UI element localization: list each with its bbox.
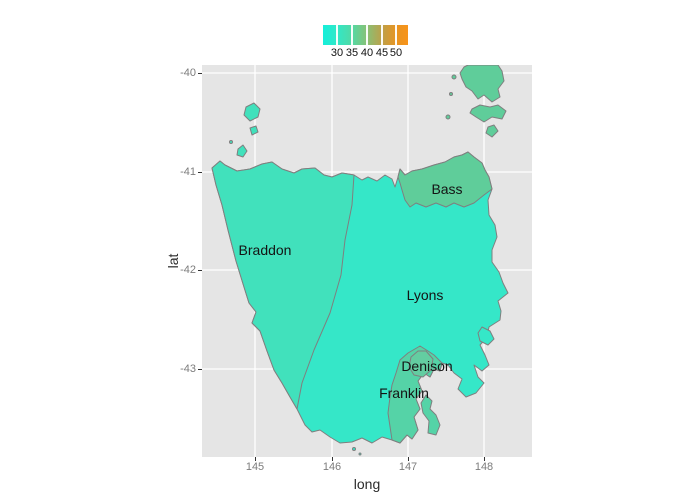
island-hunter-small — [236, 144, 248, 158]
region-braddon — [211, 160, 355, 410]
islet — [445, 114, 451, 120]
y-axis-title: lat — [165, 253, 181, 269]
y-tick-label: -40 — [180, 67, 196, 79]
label-bass: Bass — [431, 181, 462, 197]
x-tick-mark — [332, 457, 333, 461]
y-tick-label: -43 — [180, 363, 196, 375]
y-tick-mark — [198, 73, 202, 74]
y-tick-label: -41 — [180, 166, 196, 178]
x-tick-label: 145 — [245, 461, 265, 473]
x-tick-mark — [408, 457, 409, 461]
x-tick-label: 148 — [474, 461, 494, 473]
label-denison: Denison — [401, 358, 452, 374]
island-maria — [477, 326, 495, 346]
island-bruny — [420, 394, 441, 436]
y-tick-label: -42 — [180, 264, 196, 276]
legend-tick-mark — [381, 25, 383, 45]
legend-tick-mark — [366, 25, 368, 45]
island-clarke — [485, 124, 499, 138]
island-hunter-tiny — [249, 125, 259, 136]
region-bass — [397, 151, 493, 208]
region-denison — [408, 350, 434, 378]
island-flinders — [459, 65, 505, 103]
x-tick-mark — [255, 457, 256, 461]
islet — [451, 74, 457, 80]
legend-tick-mark — [351, 25, 353, 45]
x-axis-title: long — [353, 476, 381, 492]
legend-tick-label: 50 — [389, 47, 403, 59]
y-tick-mark — [198, 172, 202, 173]
legend-gradient-bar — [323, 25, 408, 45]
y-tick-mark — [198, 369, 202, 370]
islet — [449, 92, 453, 96]
islet — [358, 452, 362, 456]
x-tick-label: 147 — [398, 461, 418, 473]
legend-tick-label: 35 — [345, 47, 359, 59]
legend-tick-mark — [395, 25, 397, 45]
map-panel: Bass Braddon Lyons Denison Franklin — [202, 65, 532, 457]
legend-tick-label: 45 — [375, 47, 389, 59]
legend-tick-label: 30 — [330, 47, 344, 59]
legend-tick-label: 40 — [360, 47, 374, 59]
label-franklin: Franklin — [379, 385, 429, 401]
islet — [352, 447, 356, 451]
x-tick-label: 146 — [322, 461, 342, 473]
label-braddon: Braddon — [239, 242, 292, 258]
legend-tick-mark — [336, 25, 338, 45]
x-tick-mark — [484, 457, 485, 461]
islet — [229, 140, 233, 144]
island-cape-barren — [469, 104, 507, 123]
island-hunter-group — [243, 102, 261, 122]
y-tick-mark — [198, 270, 202, 271]
label-lyons: Lyons — [407, 287, 444, 303]
